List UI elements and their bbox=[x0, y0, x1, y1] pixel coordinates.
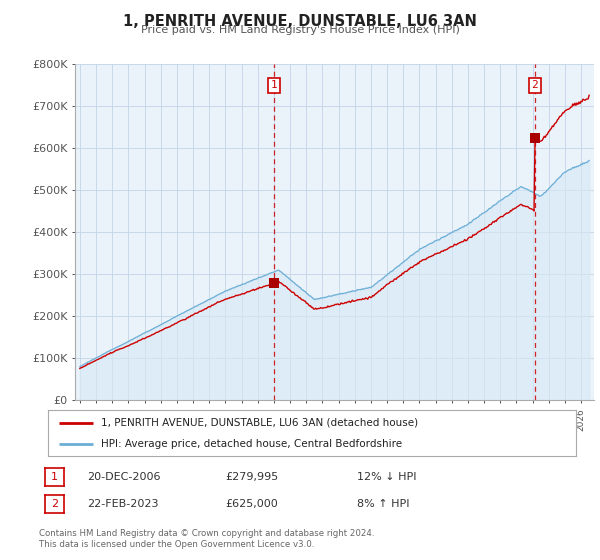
Text: 1, PENRITH AVENUE, DUNSTABLE, LU6 3AN: 1, PENRITH AVENUE, DUNSTABLE, LU6 3AN bbox=[123, 14, 477, 29]
Text: £625,000: £625,000 bbox=[225, 499, 278, 509]
Text: HPI: Average price, detached house, Central Bedfordshire: HPI: Average price, detached house, Cent… bbox=[101, 439, 402, 449]
Text: 22-FEB-2023: 22-FEB-2023 bbox=[87, 499, 158, 509]
Text: 2: 2 bbox=[51, 499, 58, 509]
Text: Price paid vs. HM Land Registry's House Price Index (HPI): Price paid vs. HM Land Registry's House … bbox=[140, 25, 460, 35]
Text: 1: 1 bbox=[271, 81, 277, 90]
Text: 2: 2 bbox=[531, 81, 538, 90]
Text: Contains HM Land Registry data © Crown copyright and database right 2024.
This d: Contains HM Land Registry data © Crown c… bbox=[39, 529, 374, 549]
Text: 12% ↓ HPI: 12% ↓ HPI bbox=[357, 472, 416, 482]
Text: 20-DEC-2006: 20-DEC-2006 bbox=[87, 472, 161, 482]
Text: 1, PENRITH AVENUE, DUNSTABLE, LU6 3AN (detached house): 1, PENRITH AVENUE, DUNSTABLE, LU6 3AN (d… bbox=[101, 418, 418, 428]
Text: £279,995: £279,995 bbox=[225, 472, 278, 482]
Text: 1: 1 bbox=[51, 472, 58, 482]
Text: 8% ↑ HPI: 8% ↑ HPI bbox=[357, 499, 409, 509]
